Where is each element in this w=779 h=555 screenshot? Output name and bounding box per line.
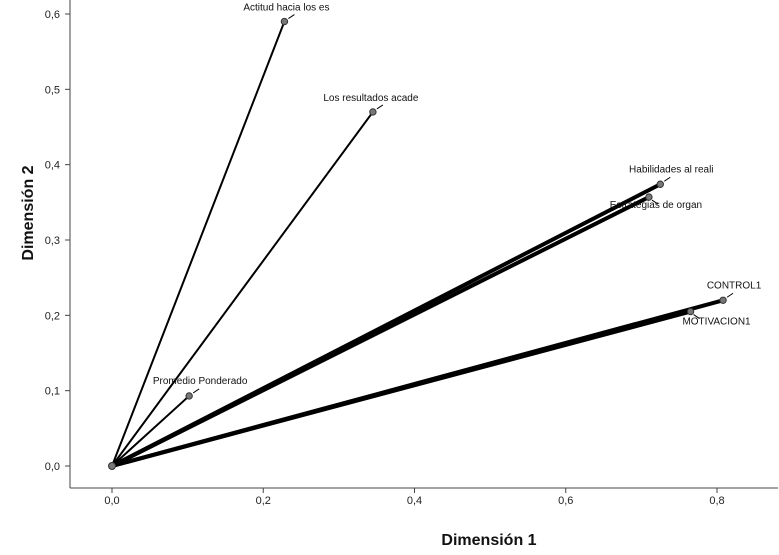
vector-line: [110, 195, 651, 468]
y-tick-label: 0,3: [45, 235, 60, 247]
x-ticks: 0,0 0,2 0,4 0,6 0,8: [104, 488, 725, 507]
label-leader: [664, 176, 671, 182]
y-tick-label: 0,5: [45, 84, 60, 96]
data-point: [645, 193, 653, 201]
point-label: Actitud hacia los es: [243, 3, 329, 14]
y-tick-label: 0,6: [45, 9, 60, 21]
y-tick-label: 0,1: [45, 386, 60, 398]
point-label: MOTIVACION1: [682, 317, 751, 328]
point-label: Promedio Ponderado: [153, 376, 248, 387]
vector-line: [111, 110, 374, 467]
axes: [69, 0, 778, 489]
y-axis-title: Dimensión 2: [20, 165, 37, 260]
point-label: Habilidades al reali: [629, 164, 714, 175]
point-labels: Actitud hacia los es Los resultados acade…: [153, 3, 762, 394]
y-tick-label: 0,4: [45, 160, 60, 172]
x-axis-title: Dimensión 1: [441, 532, 536, 549]
origin-point: [108, 462, 116, 470]
x-tick-label: 0,4: [407, 495, 422, 507]
vectors: [110, 20, 726, 468]
point-label: Estrategias de organ: [610, 200, 702, 211]
data-point: [719, 296, 727, 304]
label-leader: [726, 292, 734, 298]
label-leader: [376, 104, 384, 110]
y-tick-label: 0,2: [45, 310, 60, 322]
data-point: [369, 108, 377, 116]
x-tick-label: 0,2: [256, 495, 271, 507]
label-leader: [651, 199, 659, 205]
data-point: [280, 17, 289, 26]
vector-line: [111, 20, 286, 467]
points: [108, 17, 727, 470]
y-tick-label: 0,0: [45, 461, 60, 473]
x-tick-label: 0,0: [104, 495, 119, 507]
vector-line: [111, 394, 191, 467]
label-leader: [192, 388, 200, 394]
data-point: [656, 180, 664, 188]
point-label: CONTROL1: [707, 280, 762, 291]
x-tick-label: 0,8: [709, 495, 724, 507]
y-ticks: 0,0 0,1 0,2 0,3 0,4 0,5 0,6: [45, 9, 70, 473]
vector-line: [110, 309, 693, 468]
label-leader: [693, 314, 700, 319]
data-point: [185, 392, 193, 400]
x-tick-label: 0,6: [558, 495, 573, 507]
label-leader: [288, 14, 295, 19]
data-point: [686, 307, 695, 316]
point-label: Los resultados acade: [323, 93, 419, 104]
